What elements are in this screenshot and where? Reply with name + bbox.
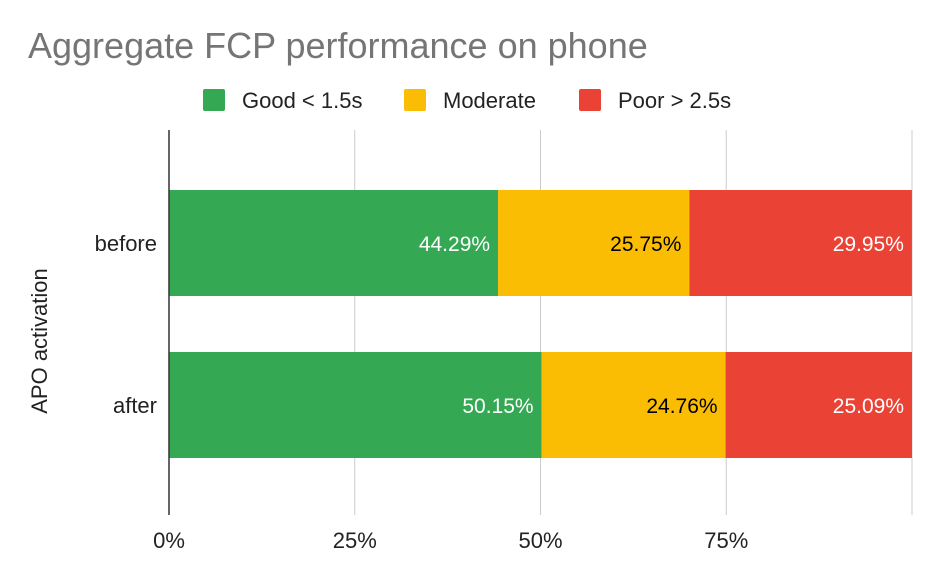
legend-swatch-good — [203, 89, 225, 111]
legend: Good < 1.5s Moderate Poor > 2.5s — [203, 88, 731, 113]
legend-swatch-moderate — [404, 89, 426, 111]
category-labels: before after — [95, 231, 157, 418]
legend-label-poor: Poor > 2.5s — [618, 88, 731, 113]
y-axis-title: APO activation — [27, 268, 52, 414]
x-tick-label: 25% — [333, 528, 377, 553]
data-label-good-before: 44.29% — [419, 233, 490, 256]
data-label-poor-before: 29.95% — [833, 233, 904, 256]
bar-good-after — [169, 352, 542, 458]
legend-swatch-poor — [579, 89, 601, 111]
x-tick-label: 75% — [704, 528, 748, 553]
bar-moderate-before — [498, 190, 690, 296]
legend-label-good: Good < 1.5s — [242, 88, 362, 113]
bar-poor-before — [689, 190, 912, 296]
x-tick-label: 0% — [153, 528, 185, 553]
category-label-after: after — [113, 393, 157, 418]
bar-poor-after — [725, 352, 912, 458]
bar-good-before — [169, 190, 499, 296]
chart-title: Aggregate FCP performance on phone — [28, 25, 648, 66]
x-axis-ticks: 0% 25% 50% 75% — [153, 528, 748, 553]
bars — [169, 190, 912, 458]
data-label-good-after: 50.15% — [462, 395, 533, 418]
data-label-moderate-after: 24.76% — [646, 395, 717, 418]
data-label-moderate-before: 25.75% — [610, 233, 681, 256]
bar-moderate-after — [541, 352, 726, 458]
bar-labels: 44.29% 25.75% 29.95% 50.15% 24.76% 25.09% — [419, 233, 904, 418]
category-label-before: before — [95, 231, 157, 256]
data-label-poor-after: 25.09% — [833, 395, 904, 418]
x-tick-label: 50% — [518, 528, 562, 553]
legend-label-moderate: Moderate — [443, 88, 536, 113]
